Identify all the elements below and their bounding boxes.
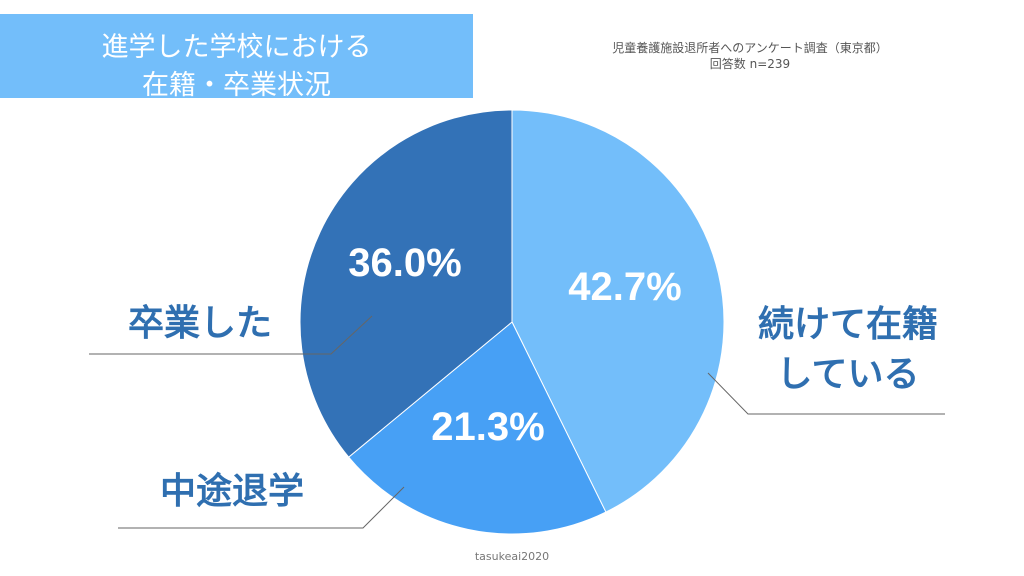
slice-graduated-value-label: 36.0% [348, 241, 461, 285]
slice-enrolled-value-label: 42.7% [568, 265, 681, 309]
chart-title-line-2: 在籍・卒業状況 [142, 70, 331, 101]
slice-dropout-category-label: 中途退学 [160, 470, 304, 512]
source-response-count: 回答数 n=239 [709, 57, 791, 71]
slice-enrolled [511, 109, 725, 513]
slice-enrolled-category-label: 続けて在籍 [758, 304, 938, 345]
slice-dropout-value-label: 21.3% [431, 405, 544, 449]
chart-title-line-1: 進学した学校における [101, 32, 372, 63]
slice-enrolled-category-label: している [777, 354, 920, 395]
slice-enrolled-leader-line [707, 372, 945, 415]
title-banner: 進学した学校における 在籍・卒業状況 [0, 14, 473, 101]
slice-graduated-leader-line [89, 315, 373, 355]
slice-graduated-category-label: 卒業した [128, 303, 272, 344]
slice-graduated [299, 109, 513, 458]
slice-dropout [347, 321, 607, 535]
slice-dropout-leader-line [118, 486, 405, 529]
source-survey-name: 児童養護施設退所者へのアンケート調査（東京都） [612, 41, 888, 55]
source-note: 児童養護施設退所者へのアンケート調査（東京都） 回答数 n=239 [560, 40, 940, 72]
footer-credit: tasukeai2020 [474, 550, 550, 563]
